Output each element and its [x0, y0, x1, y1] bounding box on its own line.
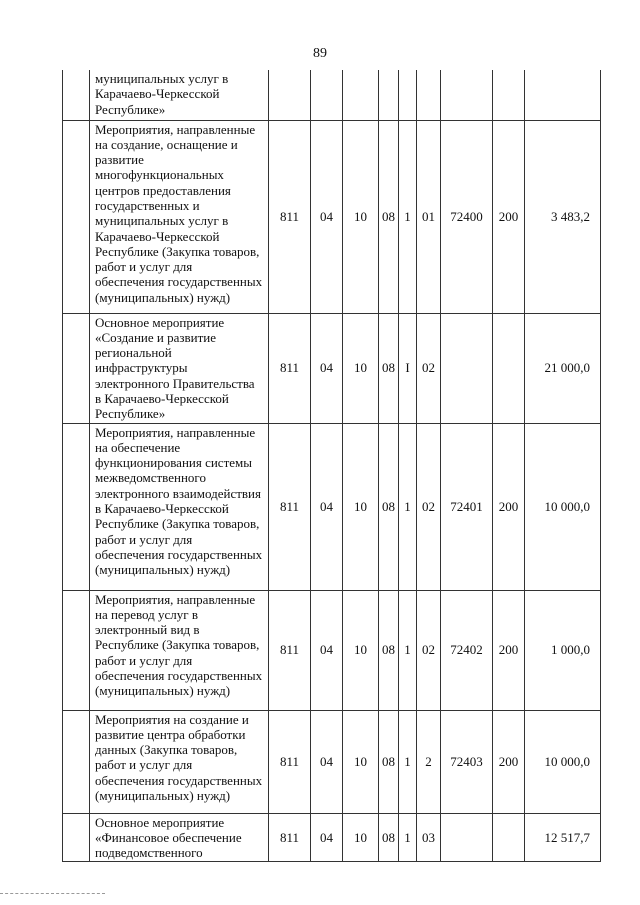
subsection-cell: 10 [342, 812, 379, 863]
subsection-cell: 10 [342, 312, 379, 424]
event-cell: 01 [416, 119, 441, 314]
program-cell: 08 [378, 422, 399, 591]
event-cell: 02 [416, 312, 441, 424]
table-row: Мероприятия, направленные на обеспечение… [62, 422, 601, 591]
amount-cell: 10 000,0 [524, 709, 601, 814]
amount-cell: 10 000,0 [524, 422, 601, 591]
expense-type-cell [492, 312, 525, 424]
subsection-cell: 10 [342, 119, 379, 314]
subsection-cell: 10 [342, 709, 379, 814]
description-cell: Мероприятия, направленные на перевод усл… [89, 589, 269, 711]
program-cell: 08 [378, 119, 399, 314]
ministry-code-cell: 811 [268, 709, 311, 814]
subsection-cell: 10 [342, 589, 379, 711]
description-cell: Мероприятия, направленные на обеспечение… [89, 422, 269, 591]
subsection-cell: 10 [342, 422, 379, 591]
direction-cell: 72400 [440, 119, 493, 314]
ministry-code-cell: 811 [268, 422, 311, 591]
number-cell [62, 812, 90, 863]
event-cell: 03 [416, 812, 441, 863]
table-row: Мероприятия, направленные на создание, о… [62, 119, 601, 314]
ministry-code-cell [268, 70, 311, 121]
table-row: муниципальных услуг в Карачаево-Черкесск… [62, 70, 601, 121]
subprogram-cell: 1 [398, 709, 417, 814]
program-cell: 08 [378, 312, 399, 424]
direction-cell [440, 812, 493, 863]
amount-cell: 3 483,2 [524, 119, 601, 314]
event-cell: 02 [416, 589, 441, 711]
program-cell: 08 [378, 812, 399, 863]
expense-type-cell [492, 812, 525, 863]
expense-type-cell: 200 [492, 119, 525, 314]
number-cell [62, 422, 90, 591]
event-cell [416, 70, 441, 121]
table-row: Мероприятия на создание и развитие центр… [62, 709, 601, 814]
event-cell: 2 [416, 709, 441, 814]
section-cell: 04 [310, 312, 343, 424]
subprogram-cell: 1 [398, 119, 417, 314]
subprogram-cell: 1 [398, 422, 417, 591]
expense-type-cell: 200 [492, 709, 525, 814]
section-cell: 04 [310, 709, 343, 814]
number-cell [62, 70, 90, 121]
ministry-code-cell: 811 [268, 812, 311, 863]
direction-cell [440, 312, 493, 424]
program-cell: 08 [378, 589, 399, 711]
number-cell [62, 709, 90, 814]
budget-table: муниципальных услуг в Карачаево-Черкесск… [62, 70, 601, 863]
description-cell: Основное мероприятие «Финансовое обеспеч… [89, 812, 269, 863]
description-cell: Мероприятия, направленные на создание, о… [89, 119, 269, 314]
direction-cell: 72403 [440, 709, 493, 814]
direction-cell [440, 70, 493, 121]
section-cell [310, 70, 343, 121]
direction-cell: 72402 [440, 589, 493, 711]
amount-cell: 21 000,0 [524, 312, 601, 424]
expense-type-cell: 200 [492, 422, 525, 591]
table-row: Основное мероприятие «Создание и развити… [62, 312, 601, 424]
event-cell: 02 [416, 422, 441, 591]
subprogram-cell: 1 [398, 812, 417, 863]
number-cell [62, 589, 90, 711]
section-cell: 04 [310, 812, 343, 863]
program-cell: 08 [378, 709, 399, 814]
number-cell [62, 119, 90, 314]
section-cell: 04 [310, 422, 343, 591]
number-cell [62, 312, 90, 424]
amount-cell: 1 000,0 [524, 589, 601, 711]
ministry-code-cell: 811 [268, 589, 311, 711]
subprogram-cell: 1 [398, 589, 417, 711]
description-cell: Основное мероприятие «Создание и развити… [89, 312, 269, 424]
table-row: Мероприятия, направленные на перевод усл… [62, 589, 601, 711]
section-cell: 04 [310, 119, 343, 314]
description-cell: Мероприятия на создание и развитие центр… [89, 709, 269, 814]
expense-type-cell [492, 70, 525, 121]
direction-cell: 72401 [440, 422, 493, 591]
description-cell: муниципальных услуг в Карачаево-Черкесск… [89, 70, 269, 121]
page-number: 89 [313, 46, 327, 61]
expense-type-cell: 200 [492, 589, 525, 711]
footer-line [0, 893, 105, 894]
program-cell [378, 70, 399, 121]
amount-cell: 12 517,7 [524, 812, 601, 863]
section-cell: 04 [310, 589, 343, 711]
ministry-code-cell: 811 [268, 312, 311, 424]
ministry-code-cell: 811 [268, 119, 311, 314]
subprogram-cell [398, 70, 417, 121]
amount-cell [524, 70, 601, 121]
subsection-cell [342, 70, 379, 121]
subprogram-cell: I [398, 312, 417, 424]
table-row: Основное мероприятие «Финансовое обеспеч… [62, 812, 601, 863]
